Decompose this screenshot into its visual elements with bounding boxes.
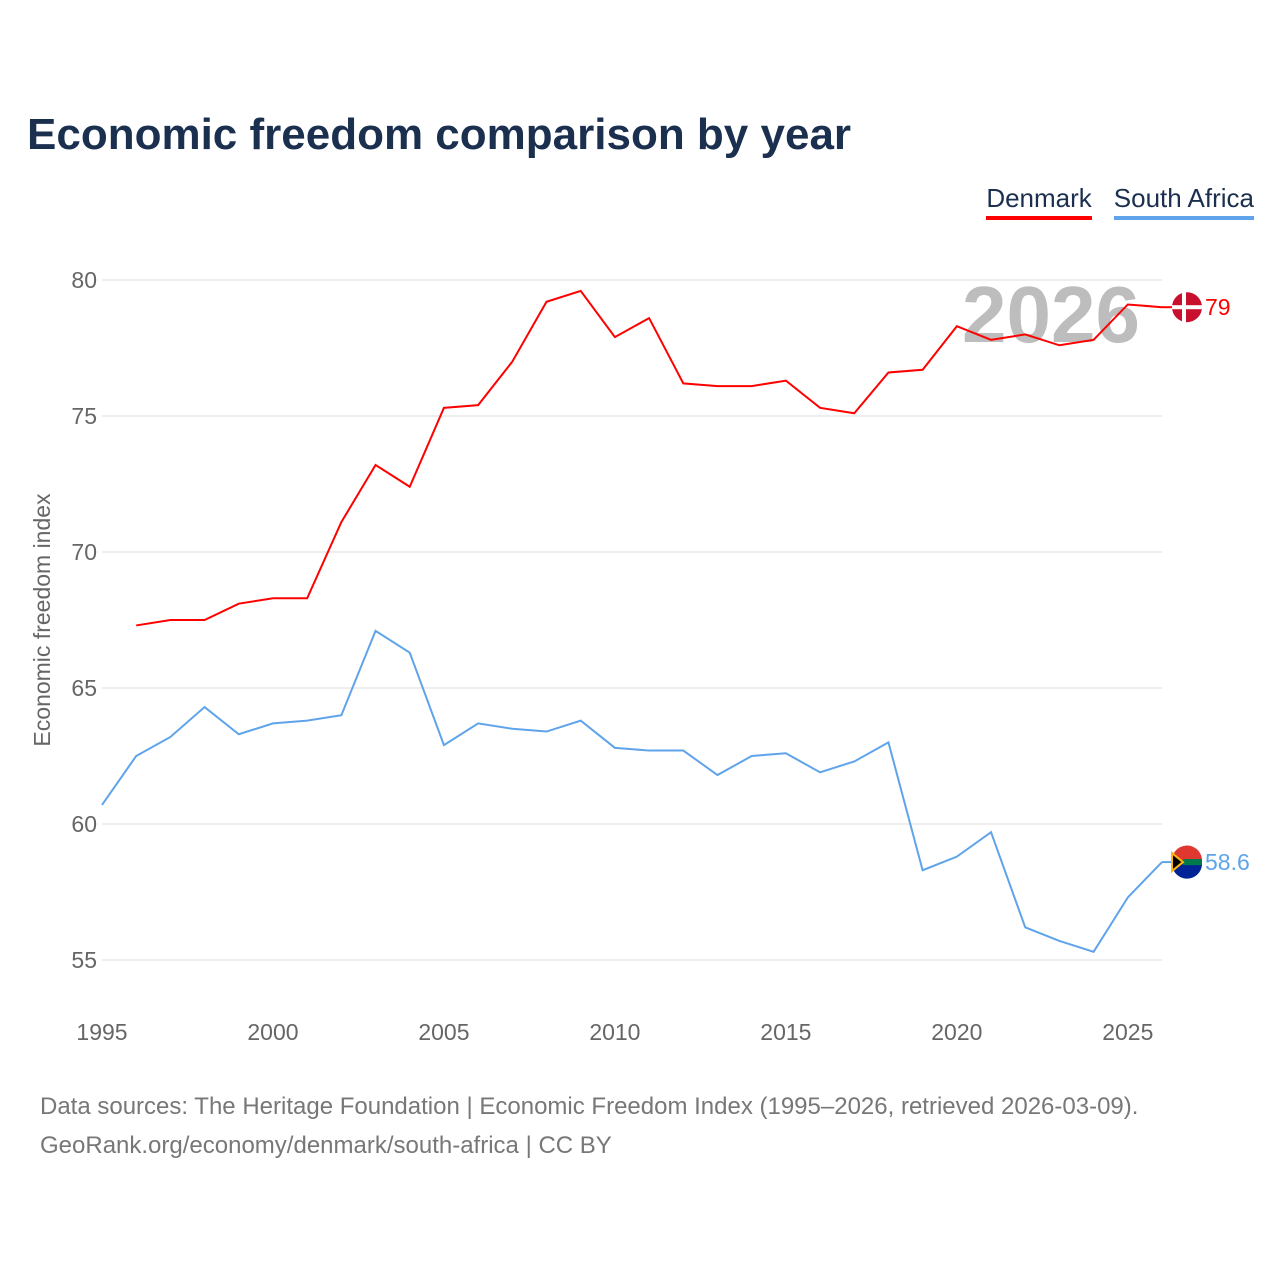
footer: Data sources: The Heritage Foundation | … — [40, 1087, 1138, 1165]
legend: Denmark South Africa — [986, 183, 1254, 220]
year-watermark: 2026 — [962, 270, 1140, 359]
series-line-denmark — [136, 289, 1163, 627]
y-tick-label: 60 — [71, 811, 97, 837]
y-axis-label: Economic freedom index — [29, 493, 55, 747]
flag-cross — [1172, 305, 1202, 310]
x-tick-label: 2025 — [1102, 1019, 1153, 1045]
x-tick-label: 2020 — [931, 1019, 982, 1045]
chart-title: Economic freedom comparison by year — [27, 110, 852, 159]
y-tick-label: 80 — [71, 267, 97, 293]
flag-green — [1183, 859, 1202, 866]
x-tick-label: 2010 — [589, 1019, 640, 1045]
x-tick-label: 2015 — [760, 1019, 811, 1045]
legend-denmark[interactable]: Denmark — [986, 183, 1092, 220]
x-tick-label: 2000 — [247, 1019, 298, 1045]
x-tick-label: 1995 — [76, 1019, 127, 1045]
y-tick-label: 70 — [71, 539, 97, 565]
flag-triangle — [1171, 850, 1185, 874]
legend-south-africa[interactable]: South Africa — [1113, 183, 1254, 220]
end-value-label: 58.6 — [1205, 849, 1250, 875]
y-tick-label: 65 — [71, 675, 97, 701]
end-value-label: 79 — [1205, 294, 1231, 320]
attribution-line: GeoRank.org/economy/denmark/south-africa… — [40, 1132, 612, 1159]
y-tick-label: 75 — [71, 403, 97, 429]
source-line: Data sources: The Heritage Foundation | … — [40, 1093, 1139, 1120]
y-tick-label: 55 — [71, 947, 97, 973]
series-line-south-africa — [101, 629, 1163, 954]
x-tick-label: 2005 — [418, 1019, 469, 1045]
flag-cross — [1182, 292, 1186, 323]
